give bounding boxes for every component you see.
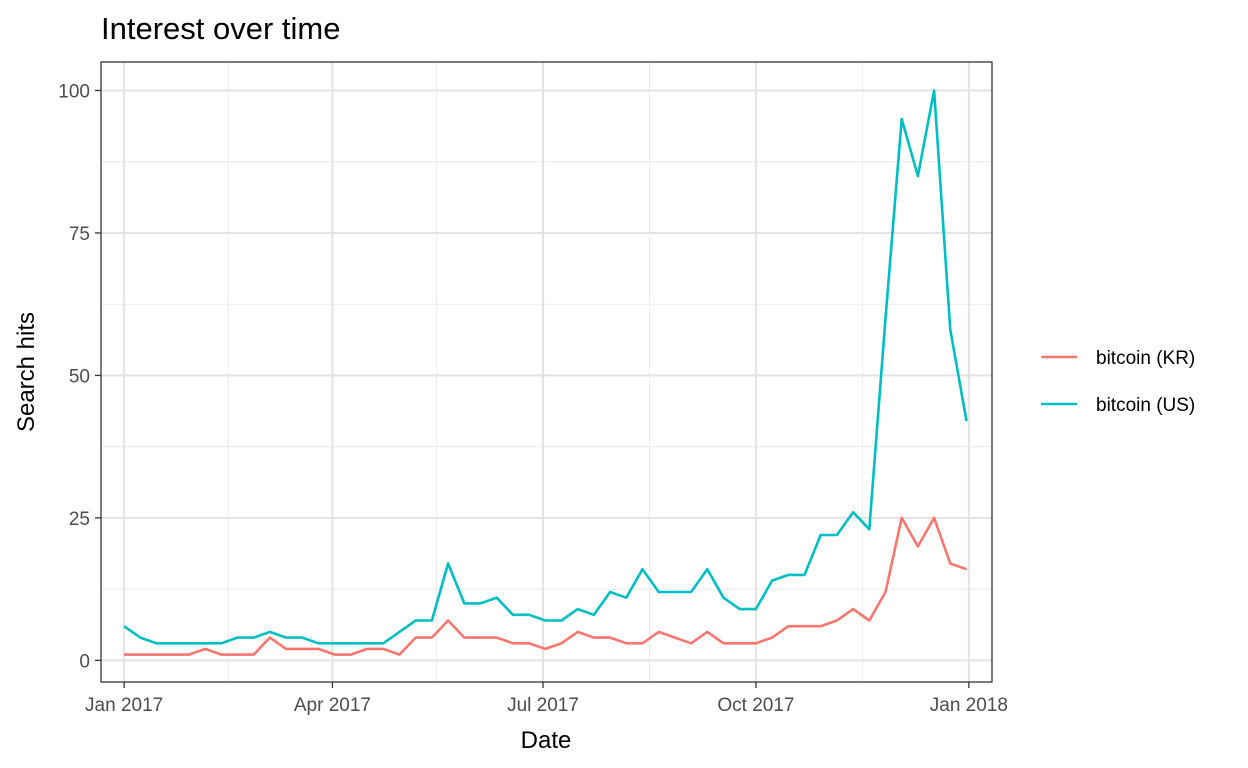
y-tick-label: 50 [69,366,90,387]
series-lines [123,89,968,656]
y-tick-label: 0 [79,651,90,672]
y-tick-label: 100 [58,81,90,102]
chart-title: Interest over time [101,11,340,46]
plot-panel-border [100,61,993,683]
y-axis: 0 25 50 75 100 [58,81,101,672]
x-tick-label: Jan 2018 [930,695,1008,716]
x-axis: Jan 2017 Apr 2017 Jul 2017 Oct 2017 Jan 2018 [85,682,1008,716]
y-axis-title: Search hits [13,312,40,432]
x-tick-label: Oct 2017 [717,695,794,716]
y-tick-label: 25 [69,509,90,530]
series-line-kr [124,516,967,656]
legend-label-kr: bitcoin (KR) [1096,348,1195,369]
series-line-us [123,89,968,645]
major-gridlines [101,62,992,682]
x-tick-label: Apr 2017 [294,695,371,716]
x-tick-label: Jul 2017 [507,695,579,716]
legend: bitcoin (KR) bitcoin (US) [1041,348,1195,416]
y-tick-label: 75 [69,224,90,245]
x-axis-title: Date [521,727,572,754]
legend-label-us: bitcoin (US) [1096,395,1195,416]
plot-panel-background [101,62,992,682]
x-tick-label: Jan 2017 [85,695,163,716]
